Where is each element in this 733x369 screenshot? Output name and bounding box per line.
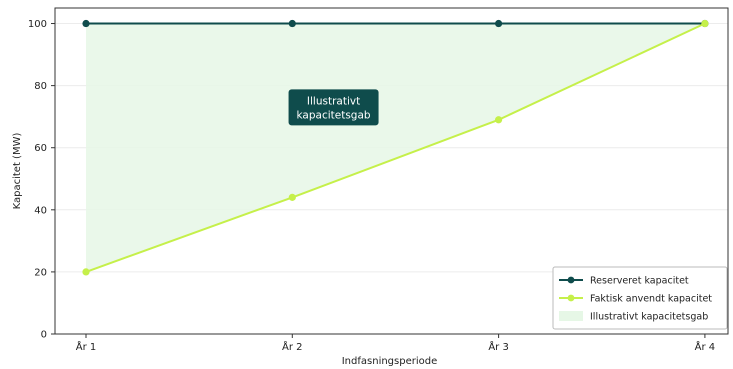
- data-point-series-2: [495, 116, 503, 124]
- series-layer: [82, 19, 709, 276]
- data-point-series-1: [288, 19, 296, 28]
- y-tick-label: 60: [34, 143, 47, 154]
- annotation-line-1: Illustrativt: [307, 95, 360, 107]
- x-tick-label: År 1: [76, 340, 97, 353]
- data-point-series-2: [82, 268, 90, 276]
- x-tick-label: År 4: [695, 340, 716, 353]
- y-tick-label: 80: [34, 81, 47, 92]
- legend: Reserveret kapacitet Faktisk anvendt kapa…: [552, 266, 728, 330]
- y-tick-label: 40: [34, 205, 47, 216]
- annotation-line-2: kapacitetsgab: [297, 109, 371, 121]
- data-point-series-2: [288, 193, 296, 201]
- data-point-series-2: [701, 19, 709, 28]
- y-tick-label: 20: [34, 267, 47, 278]
- gap-annotation: Illustrativt kapacitetsgab: [288, 89, 379, 126]
- y-axis-ticks: 0 20 40 60 80 100: [28, 19, 55, 341]
- data-point-series-1: [495, 19, 503, 28]
- legend-frame: [552, 266, 728, 330]
- annotation-box: [288, 89, 379, 126]
- legend-label: Faktisk anvendt kapacitet: [590, 294, 712, 305]
- y-tick-label: 100: [28, 19, 47, 30]
- y-tick-label: 0: [41, 330, 47, 341]
- legend-label: Illustrativt kapacitetsgab: [590, 312, 708, 323]
- y-axis-title: Kapacitet (MW): [12, 133, 23, 210]
- series-line-2: [85, 22, 706, 273]
- legend-label: Reserveret kapacitet: [590, 276, 689, 287]
- plot-frame: [54, 7, 729, 335]
- capacity-gap-area: [86, 23, 705, 272]
- legend-marker-swatch: [567, 294, 575, 302]
- x-axis-title: Indfasningsperiode: [342, 356, 438, 367]
- legend-marker-swatch: [567, 276, 575, 284]
- x-tick-label: År 3: [488, 340, 509, 353]
- x-axis-ticks: År 1 År 2 År 3 År 4: [76, 334, 715, 353]
- legend-area-swatch: [559, 311, 583, 321]
- x-tick-label: År 2: [282, 340, 303, 353]
- data-point-series-1: [82, 19, 90, 28]
